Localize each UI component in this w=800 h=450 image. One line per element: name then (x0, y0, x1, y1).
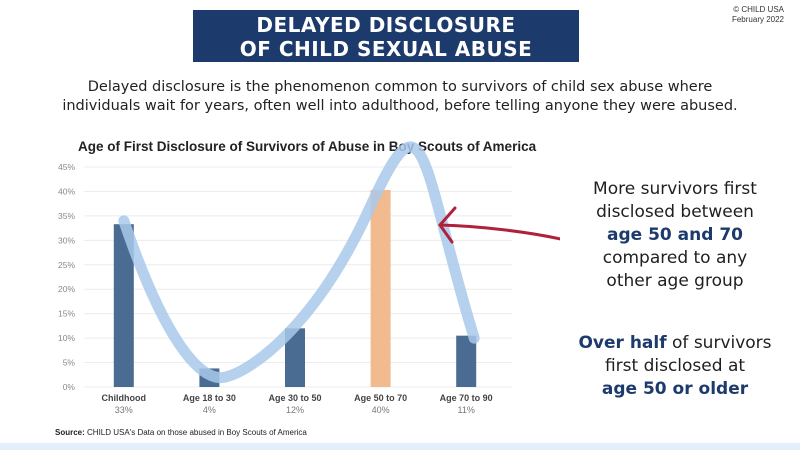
value-label: 40% (372, 405, 390, 415)
y-tick-label: 10% (58, 333, 75, 343)
source-text: CHILD USA's Data on those abused in Boy … (84, 428, 307, 437)
callout1-line: compared to any (602, 248, 748, 268)
y-tick-label: 45% (58, 162, 75, 172)
y-tick-label: 15% (58, 309, 75, 319)
value-label: 4% (203, 405, 216, 415)
arrow-icon (438, 223, 560, 241)
bottom-band (0, 443, 800, 450)
y-tick-label: 20% (58, 284, 75, 294)
callout1-line: More survivors first (593, 179, 757, 199)
callout-age-50-70: More survivors first disclosed between a… (565, 178, 785, 293)
intro-text: Delayed disclosure is the phenomenon com… (40, 78, 760, 116)
arrowhead-icon (438, 206, 457, 244)
callout1-line: other age group (606, 271, 744, 291)
y-tick-label: 25% (58, 260, 75, 270)
bar-chart: 0% 5% 10% 15% 20% 25% 30% 35% 40% 45% Childhood 33%… (58, 141, 560, 415)
y-tick-label: 30% (58, 235, 75, 245)
callout2-emphasis: age 50 or older (601, 379, 749, 399)
y-tick-label: 35% (58, 211, 75, 221)
callout2-text: of survivors (666, 333, 772, 353)
source-note: Source: CHILD USA's Data on those abused… (55, 428, 307, 437)
bar-2 (285, 328, 305, 387)
value-label: 12% (286, 405, 304, 415)
value-label: 11% (458, 405, 475, 415)
callout-over-half: Over half of survivors first disclosed a… (565, 332, 785, 401)
bar-4 (456, 335, 477, 387)
x-tick-label: Age 50 to 70 (354, 393, 407, 403)
source-label: Source: (55, 428, 85, 437)
date: February 2022 (731, 15, 784, 24)
callout1-emphasis: age 50 and 70 (607, 225, 743, 245)
y-tick-label: 40% (58, 186, 75, 196)
y-tick-label: 0% (63, 382, 76, 392)
intro-line-1: Delayed disclosure is the phenomenon com… (87, 79, 713, 95)
title-banner: DELAYED DISCLOSURE OF CHILD SEXUAL ABUSE (193, 10, 579, 62)
value-label: 33% (115, 405, 133, 415)
bar-3 (370, 189, 391, 387)
intro-line-2: individuals wait for years, often well i… (62, 98, 738, 114)
y-tick-label: 5% (63, 358, 76, 368)
trend-curve (118, 141, 480, 384)
callout2-line: first disclosed at (604, 356, 746, 376)
bar-0 (113, 224, 134, 387)
credit: © CHILD USA February 2022 (732, 5, 784, 25)
x-tick-label: Age 30 to 50 (268, 393, 321, 403)
title-line-2: OF CHILD SEXUAL ABUSE (239, 37, 533, 61)
x-tick-label: Childhood (102, 393, 147, 403)
callout1-line: disclosed between (596, 202, 754, 222)
callout2-emphasis: Over half (578, 333, 667, 353)
x-tick-label: Age 70 to 90 (440, 393, 493, 403)
title-line-1: DELAYED DISCLOSURE (256, 13, 516, 37)
x-tick-label: Age 18 to 30 (183, 393, 236, 403)
copyright: © CHILD USA (733, 5, 784, 14)
